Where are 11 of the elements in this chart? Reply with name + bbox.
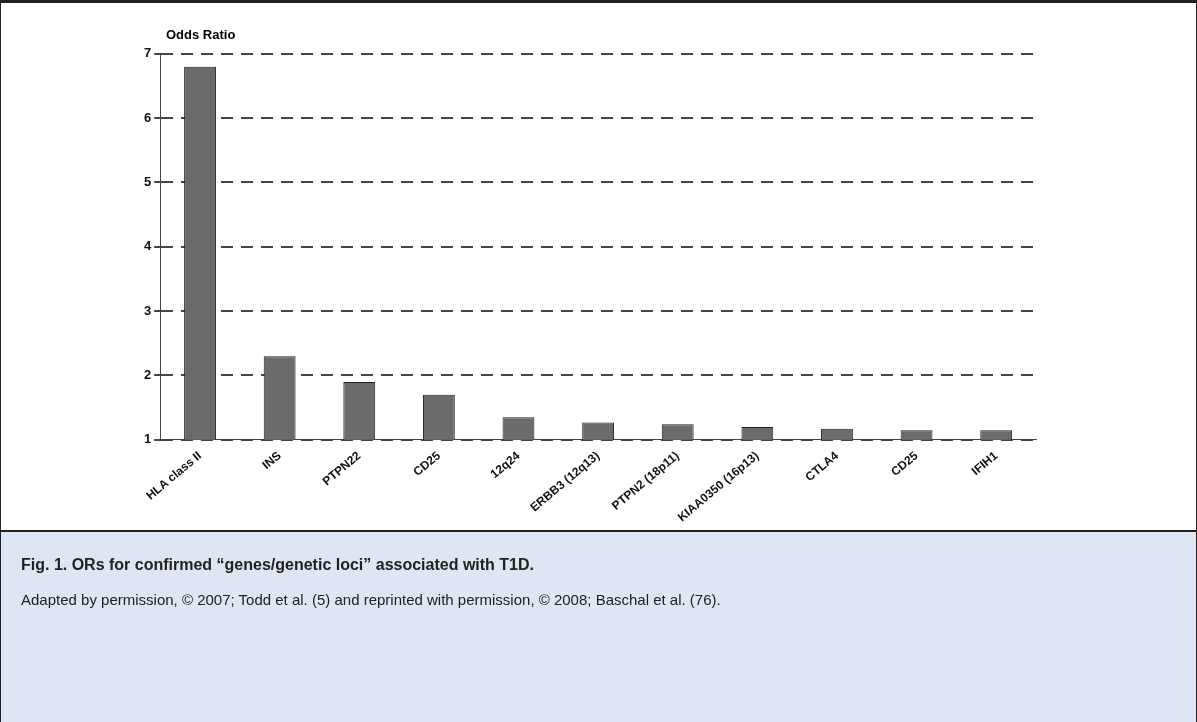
y-tick-label: 6 <box>144 109 152 125</box>
y-tick-label: 7 <box>144 45 152 61</box>
text: Fig. 1. ORs for confirmed “genes/genetic loci” associated with T1D. <box>21 556 534 574</box>
y-tick-label: 5 <box>144 174 152 190</box>
y-tick-label: 3 <box>144 302 152 318</box>
y-axis-title: Odds Ratio <box>166 27 236 42</box>
x-tick-label: INS <box>259 448 284 472</box>
text: Adapted by permission, © 2007; Todd et al. (5) and reprinted with permission, © 2008; Baschal et al. (76). <box>21 590 722 610</box>
y-tick-label: 4 <box>144 238 152 254</box>
y-tick-label: 2 <box>144 367 152 383</box>
y-tick-label: 1 <box>144 431 152 447</box>
